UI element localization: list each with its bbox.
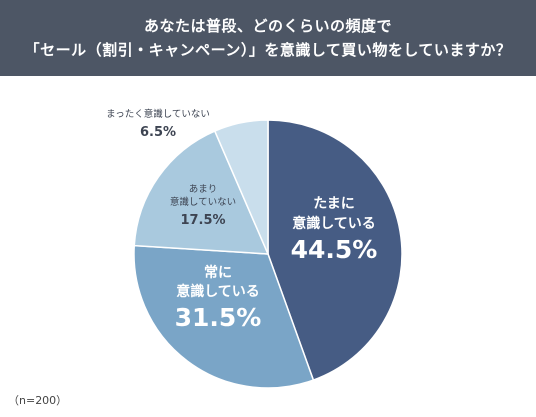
slice-value-label: 6.5% [140,125,176,140]
chart-title-line-1: あなたは普段、どのくらいの頻度で [143,17,392,35]
pie-slice [133,130,270,255]
slice-name-label: あまり [189,184,218,195]
slice-value-label: 17.5% [180,213,225,228]
slice-name-label: たまに [313,196,355,212]
slice-name-label: 意識している [176,283,260,300]
slice-value-label: 44.5% [291,235,378,264]
slice-name-label: まったく意識していない [106,108,210,120]
chart-title: あなたは普段、どのくらいの頻度で 「セール（割引・キャンペーン）」を意識して買い… [0,0,536,76]
pie-slice [133,244,315,389]
pie-slice [267,119,403,382]
slice-name-label: 常に [204,264,232,281]
chart-title-line-2: 「セール（割引・キャンペーン）」を意識して買い物をしていますか？ [24,41,512,59]
sample-size-note: （n=200） [8,394,68,407]
pie-slice [213,119,269,255]
slice-value-label: 31.5% [175,303,262,332]
slice-name-label: 意識していない [170,196,236,208]
slice-name-label: 意識している [292,215,376,232]
